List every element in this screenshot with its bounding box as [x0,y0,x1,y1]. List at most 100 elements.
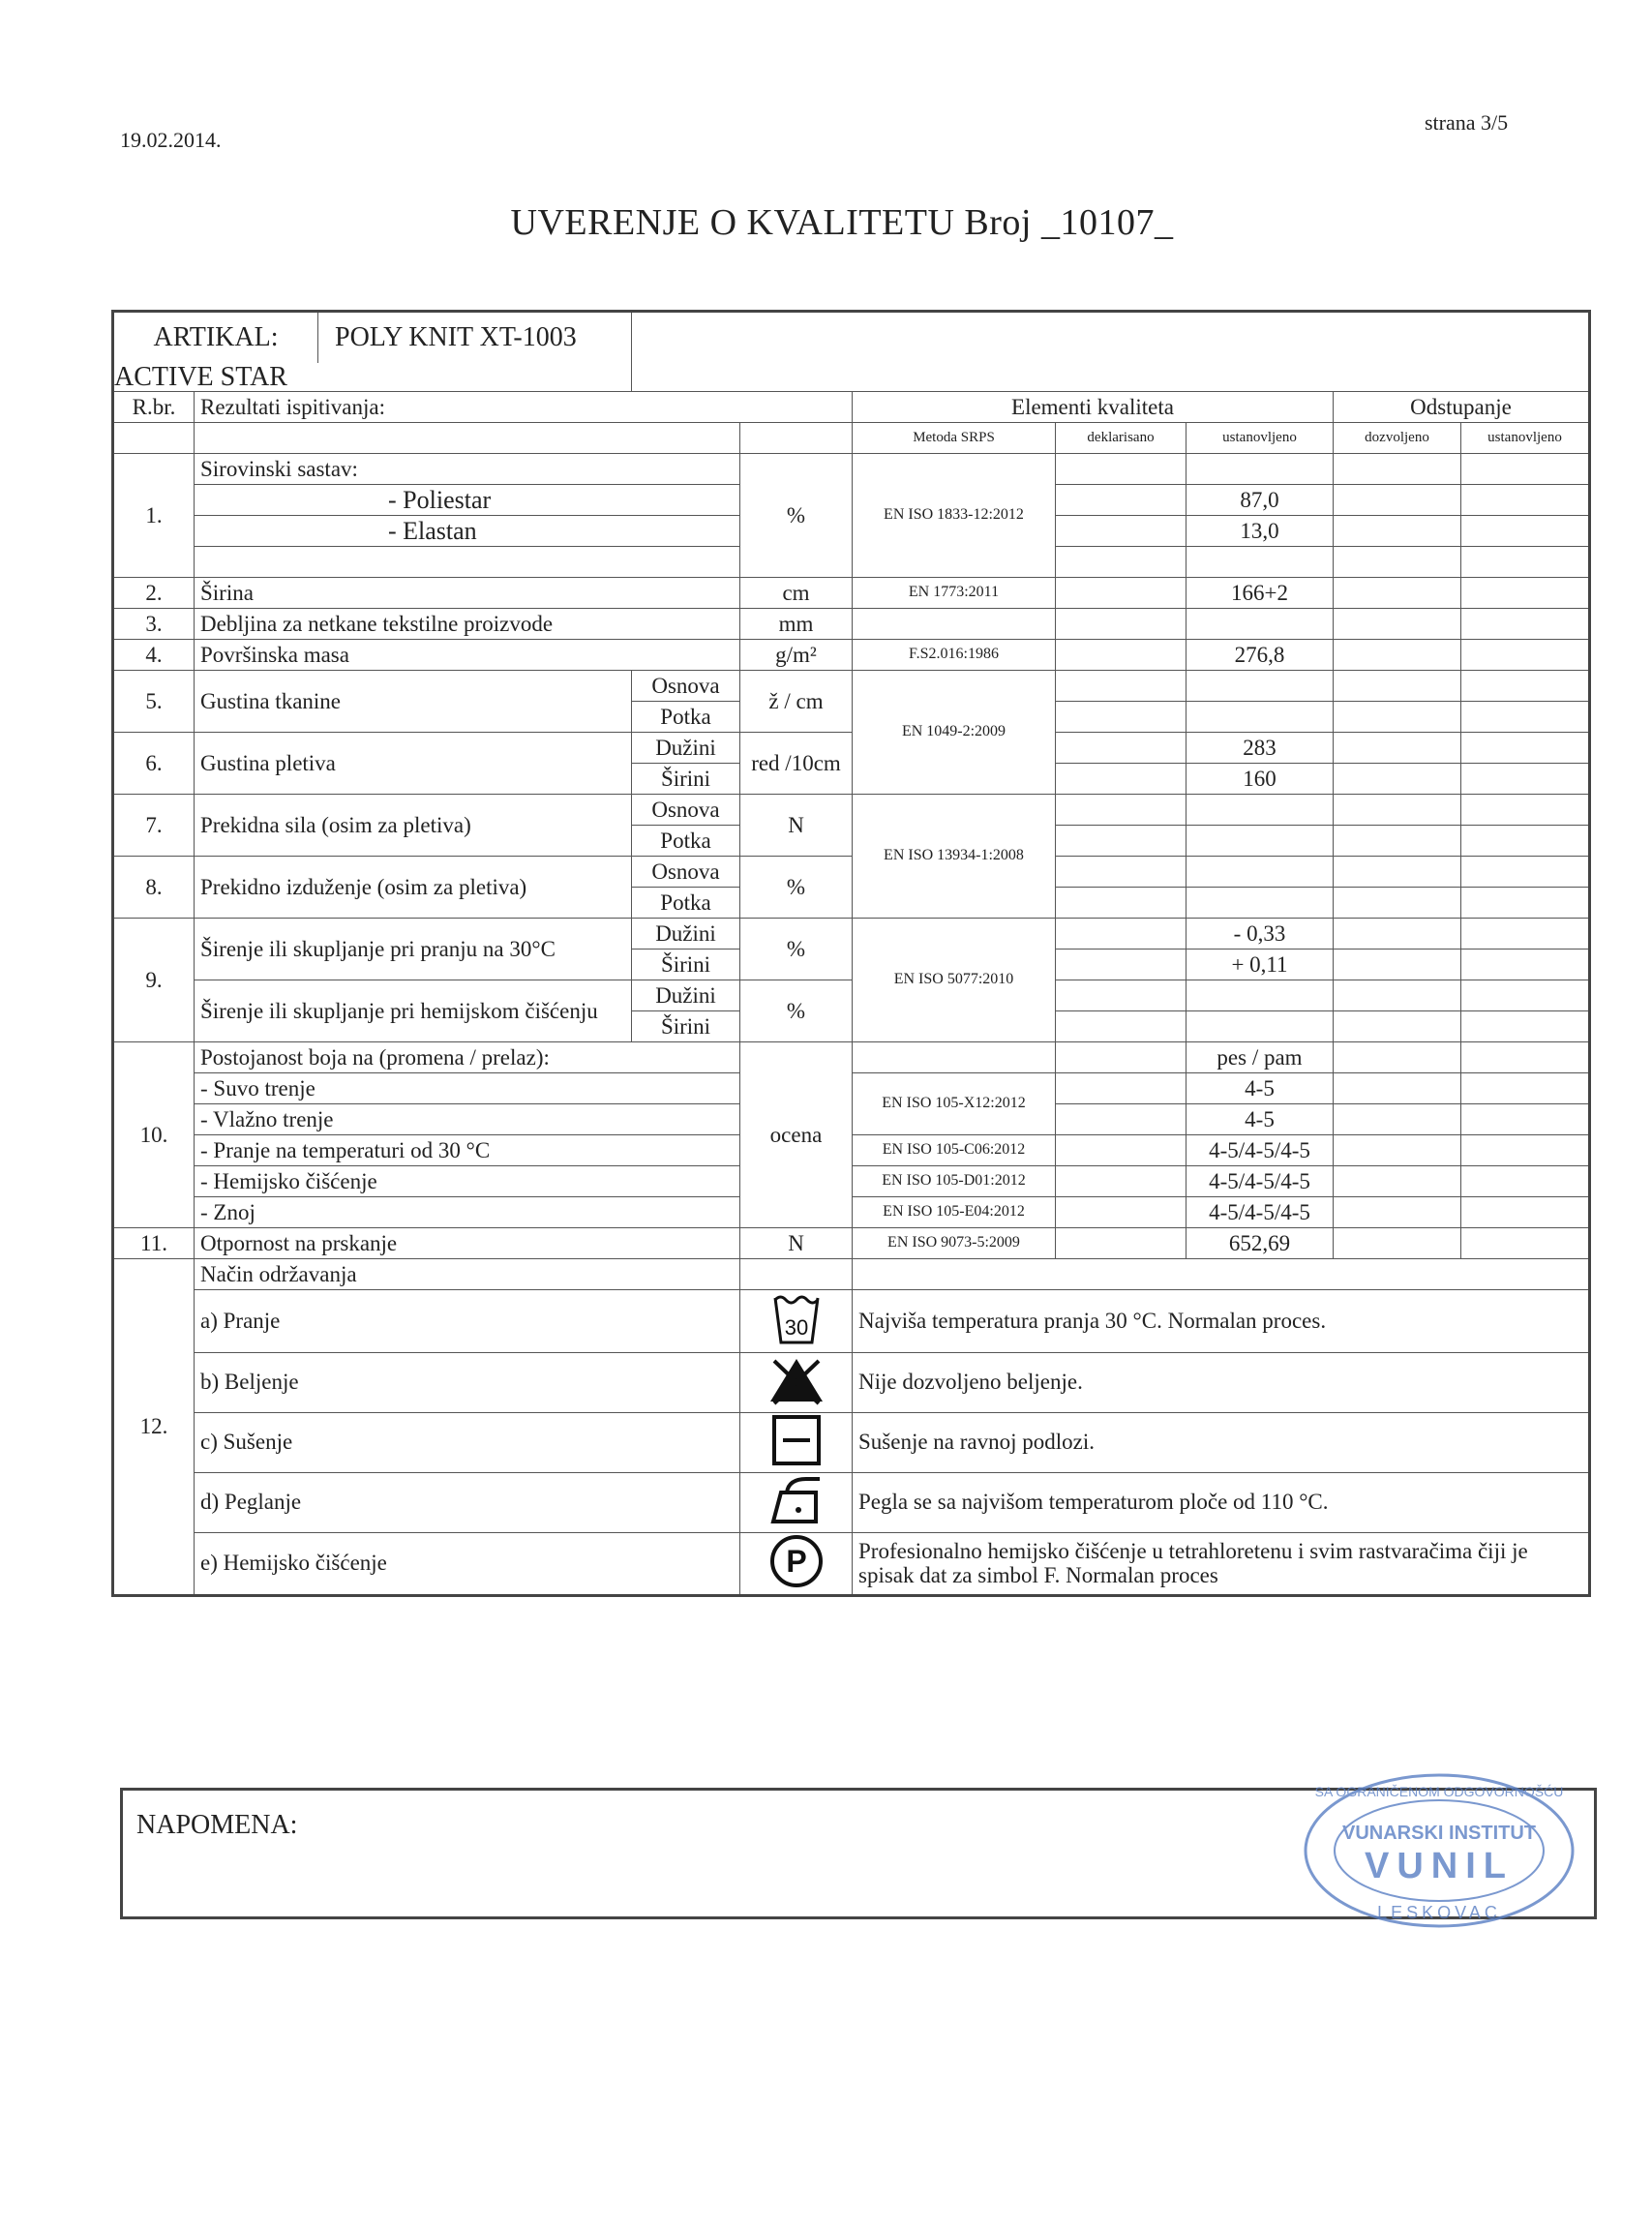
row-unit: mm [739,608,853,641]
row-unit: cm [739,577,853,610]
row-unit: g/m² [739,639,853,672]
care-label: b) Beljenje [194,1351,740,1413]
header-row: R.br. Rezultati ispitivanja: Elementi kv… [112,391,1590,424]
care-row: b) Beljenje Nije dozvoljeno beljenje. [113,1351,1590,1413]
row-label: Širenje ili skupljanje pri pranju na 30°… [194,918,632,981]
row-label: - Suvo trenje [194,1072,740,1105]
page-number: strana 3/5 [1425,110,1509,135]
table-row: 1. Sirovinski sastav: % EN ISO 1833-12:2… [112,453,1590,579]
col-established: ustanovljeno [1186,422,1334,455]
document-title: UVERENJE O KVALITETU Broj _10107_ [510,202,1174,243]
no-bleach-icon [739,1351,853,1413]
row-number: 7. [112,794,195,858]
row-label: Postojanost boja na (promena / prelaz): [194,1041,740,1074]
row-unit: % [739,980,853,1043]
col-established-2: ustanovljeno [1460,422,1590,455]
table-row: 3. Debljina za netkane tekstilne proizvo… [112,608,1590,641]
article-row: ARTIKAL: POLY KNIT XT-1003 ACTIVE STAR [112,310,1590,393]
dry-clean-p-icon: P [739,1531,853,1597]
row-unit: % [739,856,853,920]
row-number: 8. [112,856,195,920]
row-unit: % [739,918,853,981]
care-description: Sušenje na ravnoj podlozi. [852,1411,1590,1473]
row-sub: Potka [631,701,740,734]
col-deviation: Odstupanje [1333,391,1590,424]
row-label: Otpornost na prskanje [194,1227,740,1260]
row-sub: Osnova [631,670,740,703]
row-value: pes / pam [1186,1041,1334,1074]
care-row: a) Pranje 30 Najviša temperatura pranja … [113,1289,1590,1353]
row-sub: Dužini [631,732,740,765]
row-method: EN ISO 105-X12:2012 [852,1072,1056,1136]
svg-text:P: P [786,1544,806,1579]
row-method: EN ISO 105-C06:2012 [852,1134,1056,1167]
table-row: 9. Širenje ili skupljanje pri pranju na … [112,918,1590,1043]
row-sub: Dužini [631,980,740,1012]
row-number: 12. [112,1258,195,1597]
row-number: 9. [112,918,195,1043]
col-allowed: dozvoljeno [1333,422,1461,455]
table-row: 6. Gustina pletiva Dužini red /10cm 283 [112,732,1590,796]
row-label: - Znoj [194,1196,740,1229]
care-row: d) Peglanje Pegla se sa najvišom tempera… [113,1471,1590,1533]
row-method: EN 1049-2:2009 [852,670,1056,796]
row-number: 4. [112,639,195,672]
row-value: 283 [1186,732,1334,765]
row-sub: Potka [631,825,740,858]
iron-low-icon [739,1471,853,1533]
row-unit: red /10cm [739,732,853,796]
row-sub: Širini [631,1010,740,1043]
row-label: Prekidna sila (osim za pletiva) [194,794,632,858]
row-value: 4-5 [1186,1072,1334,1105]
row-sub: Dužini [631,918,740,950]
svg-text:30: 30 [784,1315,807,1340]
row-value: 276,8 [1186,639,1334,672]
row-label: - Hemijsko čišćenje [194,1165,740,1198]
row-value: 13,0 [1186,515,1334,548]
article-label: ARTIKAL: [114,313,318,363]
row-label: Način održavanja [194,1258,740,1291]
row-sub: Širini [631,949,740,981]
row-method: EN ISO 13934-1:2008 [852,794,1056,920]
care-row: c) Sušenje Sušenje na ravnoj podlozi. [113,1411,1590,1473]
table-row: 11. Otpornost na prskanje N EN ISO 9073-… [112,1227,1590,1260]
svg-text:VUNIL: VUNIL [1365,1846,1514,1886]
care-description: Nije dozvoljeno beljenje. [852,1351,1590,1413]
row-method: EN ISO 5077:2010 [852,918,1056,1043]
document-date: 19.02.2014. [120,128,222,152]
table-subrow: - Poliestar 87,0 [113,484,1590,517]
row-method: EN ISO 105-D01:2012 [852,1165,1056,1198]
note-box: NAPOMENA: [120,1788,1597,1919]
row-number: 6. [112,732,195,796]
table-row: 2. Širina cm EN 1773:2011 166+2 [112,577,1590,610]
row-value: 4-5/4-5/4-5 [1186,1165,1334,1198]
row-label: - Poliestar [194,484,740,517]
flat-dry-icon [739,1411,853,1473]
row-value: 4-5/4-5/4-5 [1186,1196,1334,1229]
row-label: Gustina pletiva [194,732,632,796]
svg-text:LESKOVAC: LESKOVAC [1377,1903,1501,1922]
row-sub: Osnova [631,794,740,827]
row-sub: Širini [631,763,740,796]
row-unit: ocena [739,1041,853,1229]
row-value: - 0,33 [1186,918,1334,950]
note-label: NAPOMENA: [136,1810,298,1840]
institute-stamp: SA OGRANIČENOM ODGOVORNOŠĆU VUNARSKI INS… [1302,1771,1577,1931]
row-label: Gustina tkanine [194,670,632,734]
col-elements: Elementi kvaliteta [852,391,1334,424]
table-row: 5. Gustina tkanine Osnova ž / cm EN 1049… [112,670,1590,796]
row-label: Površinska masa [194,639,740,672]
row-unit: N [739,794,853,858]
row-sub: Potka [631,887,740,920]
table-row: 12. Način održavanja [112,1258,1590,1597]
row-method: EN ISO 1833-12:2012 [852,453,1056,579]
row-method: EN ISO 9073-5:2009 [852,1227,1056,1260]
col-method: Metoda SRPS [852,422,1056,455]
row-value: 160 [1186,763,1334,796]
table-row: 8. Prekidno izduženje (osim za pletiva) … [112,856,1590,920]
svg-text:SA OGRANIČENOM ODGOVORNOŠĆU: SA OGRANIČENOM ODGOVORNOŠĆU [1315,1784,1564,1799]
care-description: Profesionalno hemijsko čišćenje u tetrah… [852,1531,1590,1597]
care-row: e) Hemijsko čišćenje P Profesionalno hem… [113,1531,1590,1597]
row-number: 5. [112,670,195,734]
care-description: Najviša temperatura pranja 30 °C. Normal… [852,1289,1590,1353]
